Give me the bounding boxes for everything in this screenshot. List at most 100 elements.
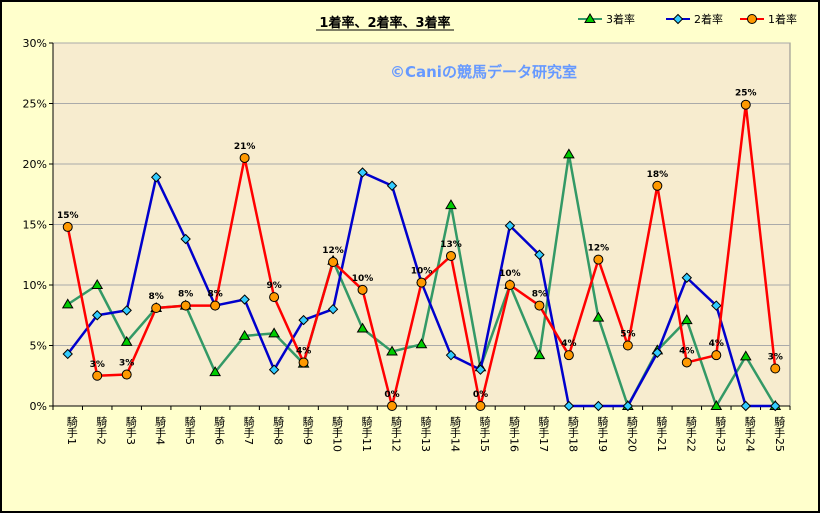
data-label: 4% xyxy=(709,339,724,349)
x-tick-label: 騎手19 xyxy=(596,416,609,452)
legend: 3着率 2着率 1着率 xyxy=(578,12,797,26)
data-point xyxy=(180,233,191,245)
data-point xyxy=(475,364,486,375)
data-point xyxy=(61,298,74,309)
data-point xyxy=(622,400,634,412)
data-point xyxy=(534,249,545,260)
data-point xyxy=(328,257,339,268)
legend-item: 3着率 xyxy=(578,12,635,26)
data-point xyxy=(563,350,574,361)
y-tick-label: 25% xyxy=(23,98,47,111)
data-label: 13% xyxy=(440,240,462,250)
data-point xyxy=(327,303,339,315)
data-label: 4% xyxy=(561,339,576,349)
data-point xyxy=(356,322,369,333)
x-tick-label: 騎手3 xyxy=(124,416,137,445)
data-point xyxy=(445,349,457,361)
x-tick-label: 騎手20 xyxy=(625,416,638,452)
data-point xyxy=(92,310,103,321)
data-label: 9% xyxy=(266,281,281,291)
data-point xyxy=(563,400,575,412)
data-label: 0% xyxy=(473,390,488,400)
data-point xyxy=(269,292,280,303)
y-tick-label: 0% xyxy=(30,400,47,413)
data-point xyxy=(740,400,751,412)
data-label: 0% xyxy=(384,390,399,400)
x-tick-label: 騎手18 xyxy=(566,416,579,452)
data-point xyxy=(209,366,222,377)
data-point xyxy=(680,314,693,325)
data-point xyxy=(298,357,309,368)
data-label: 21% xyxy=(234,142,256,152)
data-point xyxy=(386,345,398,356)
data-label: 8% xyxy=(207,290,222,300)
data-point xyxy=(357,284,368,295)
x-tick-label: 騎手25 xyxy=(773,416,786,452)
data-point xyxy=(62,221,73,232)
data-point xyxy=(652,180,663,191)
data-point xyxy=(210,300,221,311)
data-label: 3% xyxy=(768,352,783,362)
watermark: ©Caniの競馬データ研究室 xyxy=(390,63,577,81)
data-point xyxy=(739,350,752,361)
data-point xyxy=(238,329,251,340)
data-label: 8% xyxy=(178,290,193,300)
legend-label: 3着率 xyxy=(606,12,635,26)
data-label: 5% xyxy=(620,330,635,340)
x-tick-label: 騎手10 xyxy=(331,416,344,452)
x-tick-label: 騎手8 xyxy=(272,416,285,445)
x-tick-label: 騎手15 xyxy=(478,416,491,452)
data-point xyxy=(121,305,132,316)
data-point xyxy=(445,250,456,261)
data-label: 10% xyxy=(411,267,433,277)
data-point xyxy=(268,364,280,375)
x-tick-label: 騎手24 xyxy=(743,416,756,452)
data-point xyxy=(681,272,693,283)
x-tick-label: 騎手21 xyxy=(655,416,668,452)
x-tick-label: 騎手5 xyxy=(183,416,196,445)
x-tick-label: 騎手4 xyxy=(154,416,167,445)
y-tick-label: 15% xyxy=(23,219,47,232)
x-tick-label: 騎手16 xyxy=(507,416,520,452)
x-tick-label: 騎手11 xyxy=(360,416,373,452)
x-tick-label: 騎手1 xyxy=(65,416,78,445)
data-point xyxy=(711,350,722,361)
data-point xyxy=(747,14,757,24)
data-point xyxy=(298,314,309,326)
data-label: 4% xyxy=(296,346,311,356)
data-point xyxy=(504,220,516,231)
data-point xyxy=(504,280,515,290)
data-label: 15% xyxy=(57,211,79,221)
data-label: 4% xyxy=(679,346,694,356)
data-point xyxy=(62,348,73,360)
data-point xyxy=(534,300,545,311)
x-tick-label: 騎手14 xyxy=(448,416,461,452)
legend-item: 1着率 xyxy=(740,12,797,26)
data-label: 10% xyxy=(352,274,374,284)
series-group: 15% 3% 3% 8% 8% 8% 21% 9% 4% 12% 10% 0% 10% 13% 0% 10% 8… xyxy=(57,89,783,412)
legend-item: 2着率 xyxy=(666,12,723,26)
data-point xyxy=(672,13,684,25)
data-point xyxy=(770,363,781,374)
legend-label: 1着率 xyxy=(768,12,797,26)
data-label: 25% xyxy=(735,89,757,99)
data-point xyxy=(622,340,633,351)
data-point xyxy=(357,167,368,178)
series-3: 15% 3% 3% 8% 8% 8% 21% 9% 4% 12% 10% 0% 10% 13% 0% 10% 8… xyxy=(57,89,783,411)
data-point xyxy=(652,347,663,358)
y-tick-label: 30% xyxy=(23,37,47,50)
data-point xyxy=(386,180,398,191)
x-tick-label: 騎手22 xyxy=(684,416,697,452)
data-point xyxy=(120,335,133,346)
y-tick-label: 20% xyxy=(23,158,47,171)
data-label: 18% xyxy=(647,170,669,180)
data-point xyxy=(593,400,604,412)
y-tick-label: 5% xyxy=(30,340,47,353)
data-point xyxy=(584,13,596,23)
x-axis: 騎手1 騎手2 騎手3 騎手4 騎手5 騎手6 騎手7 騎手8 騎手9 騎手10 騎手11 騎手12 騎… xyxy=(52,405,791,452)
x-tick-label: 騎手12 xyxy=(390,416,403,452)
data-point xyxy=(91,279,104,289)
legend-label: 2着率 xyxy=(694,12,723,26)
data-point xyxy=(593,254,604,265)
